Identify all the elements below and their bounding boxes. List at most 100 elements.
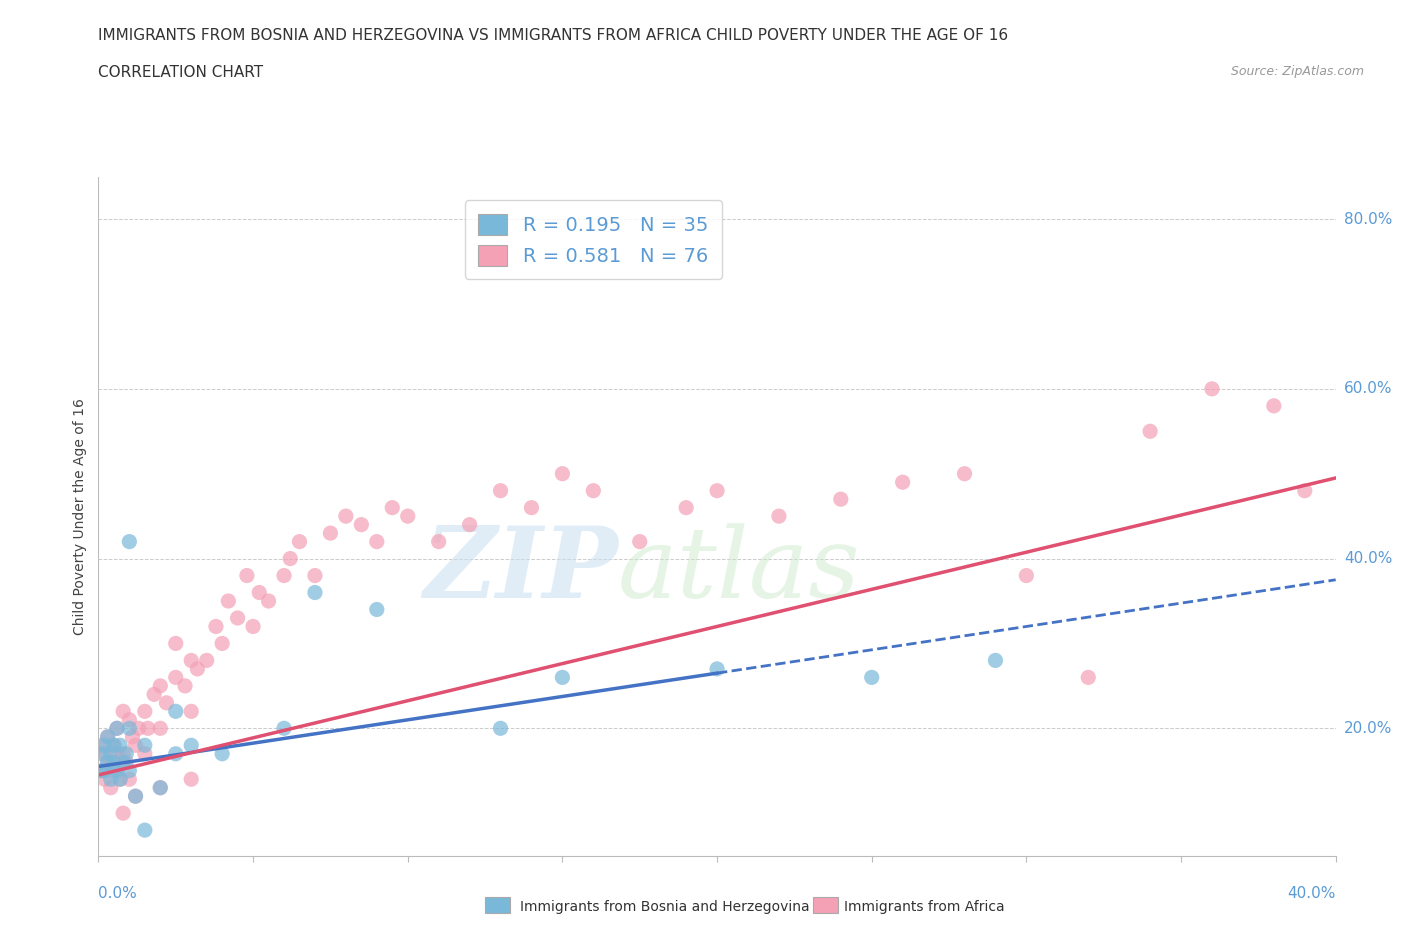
Point: [366, 534, 388, 549]
Text: Source: ZipAtlas.com: Source: ZipAtlas.com: [1230, 65, 1364, 78]
Text: ZIP: ZIP: [423, 523, 619, 618]
Point: [1077, 670, 1099, 684]
Point: [257, 593, 280, 608]
Point: [108, 772, 131, 787]
Point: [381, 500, 404, 515]
Point: [273, 568, 295, 583]
Point: [100, 755, 122, 770]
Point: [93, 772, 115, 787]
Point: [93, 746, 115, 761]
Point: [366, 602, 388, 617]
Point: [1263, 398, 1285, 413]
Point: [180, 653, 202, 668]
Point: [195, 653, 218, 668]
Point: [100, 772, 122, 787]
Point: [891, 474, 914, 489]
Text: IMMIGRANTS FROM BOSNIA AND HERZEGOVINA VS IMMIGRANTS FROM AFRICA CHILD POVERTY U: IMMIGRANTS FROM BOSNIA AND HERZEGOVINA V…: [98, 28, 1008, 43]
Point: [427, 534, 450, 549]
Point: [304, 585, 326, 600]
Point: [143, 687, 166, 702]
Point: [582, 484, 605, 498]
Text: atlas: atlas: [619, 523, 860, 618]
Point: [953, 466, 976, 481]
Point: [984, 653, 1007, 668]
Point: [211, 746, 233, 761]
Point: [118, 534, 141, 549]
Point: [226, 611, 249, 626]
Point: [128, 721, 150, 736]
Point: [103, 764, 125, 778]
Point: [1294, 484, 1316, 498]
Point: [105, 746, 128, 761]
Point: [136, 721, 159, 736]
Point: [149, 721, 172, 736]
Text: 40.0%: 40.0%: [1344, 551, 1392, 566]
Point: [458, 517, 481, 532]
Point: [103, 737, 125, 752]
Point: [278, 551, 301, 566]
Point: [112, 805, 135, 820]
Point: [489, 721, 512, 736]
Point: [1015, 568, 1038, 583]
Point: [165, 746, 187, 761]
Text: 80.0%: 80.0%: [1344, 212, 1392, 227]
Point: [108, 772, 131, 787]
Point: [165, 704, 187, 719]
Point: [211, 636, 233, 651]
Text: 20.0%: 20.0%: [1344, 721, 1392, 736]
Point: [105, 721, 128, 736]
Point: [97, 755, 120, 770]
Text: CORRELATION CHART: CORRELATION CHART: [98, 65, 263, 80]
FancyBboxPatch shape: [485, 897, 510, 913]
Point: [97, 729, 120, 744]
Text: Immigrants from Bosnia and Herzegovina: Immigrants from Bosnia and Herzegovina: [520, 899, 810, 914]
Point: [335, 509, 357, 524]
Point: [174, 679, 197, 694]
Point: [149, 780, 172, 795]
Point: [217, 593, 239, 608]
Point: [115, 746, 138, 761]
Point: [112, 704, 135, 719]
Point: [242, 619, 264, 634]
Point: [134, 823, 156, 838]
Point: [860, 670, 883, 684]
Point: [97, 755, 120, 770]
Point: [134, 746, 156, 761]
Point: [768, 509, 790, 524]
Text: 40.0%: 40.0%: [1288, 886, 1336, 901]
Point: [205, 619, 228, 634]
Point: [103, 737, 125, 752]
Point: [350, 517, 373, 532]
Point: [551, 670, 574, 684]
Legend: R = 0.195   N = 35, R = 0.581   N = 76: R = 0.195 N = 35, R = 0.581 N = 76: [464, 200, 723, 279]
Point: [186, 661, 208, 676]
Point: [319, 525, 342, 540]
Point: [149, 679, 172, 694]
Point: [134, 737, 156, 752]
Point: [706, 661, 728, 676]
Point: [100, 746, 122, 761]
Point: [247, 585, 270, 600]
Point: [149, 780, 172, 795]
Point: [520, 500, 543, 515]
Point: [1139, 424, 1161, 439]
Point: [1201, 381, 1223, 396]
Point: [236, 568, 259, 583]
Point: [118, 712, 141, 727]
Point: [180, 737, 202, 752]
Point: [273, 721, 295, 736]
Point: [489, 484, 512, 498]
Point: [288, 534, 311, 549]
Text: 60.0%: 60.0%: [1344, 381, 1392, 396]
Point: [115, 755, 138, 770]
Point: [396, 509, 419, 524]
Point: [134, 704, 156, 719]
Point: [118, 721, 141, 736]
Point: [90, 737, 112, 752]
Point: [112, 755, 135, 770]
Point: [90, 764, 112, 778]
Y-axis label: Child Poverty Under the Age of 16: Child Poverty Under the Age of 16: [73, 398, 87, 634]
Point: [165, 636, 187, 651]
Point: [155, 696, 177, 711]
Point: [124, 737, 146, 752]
